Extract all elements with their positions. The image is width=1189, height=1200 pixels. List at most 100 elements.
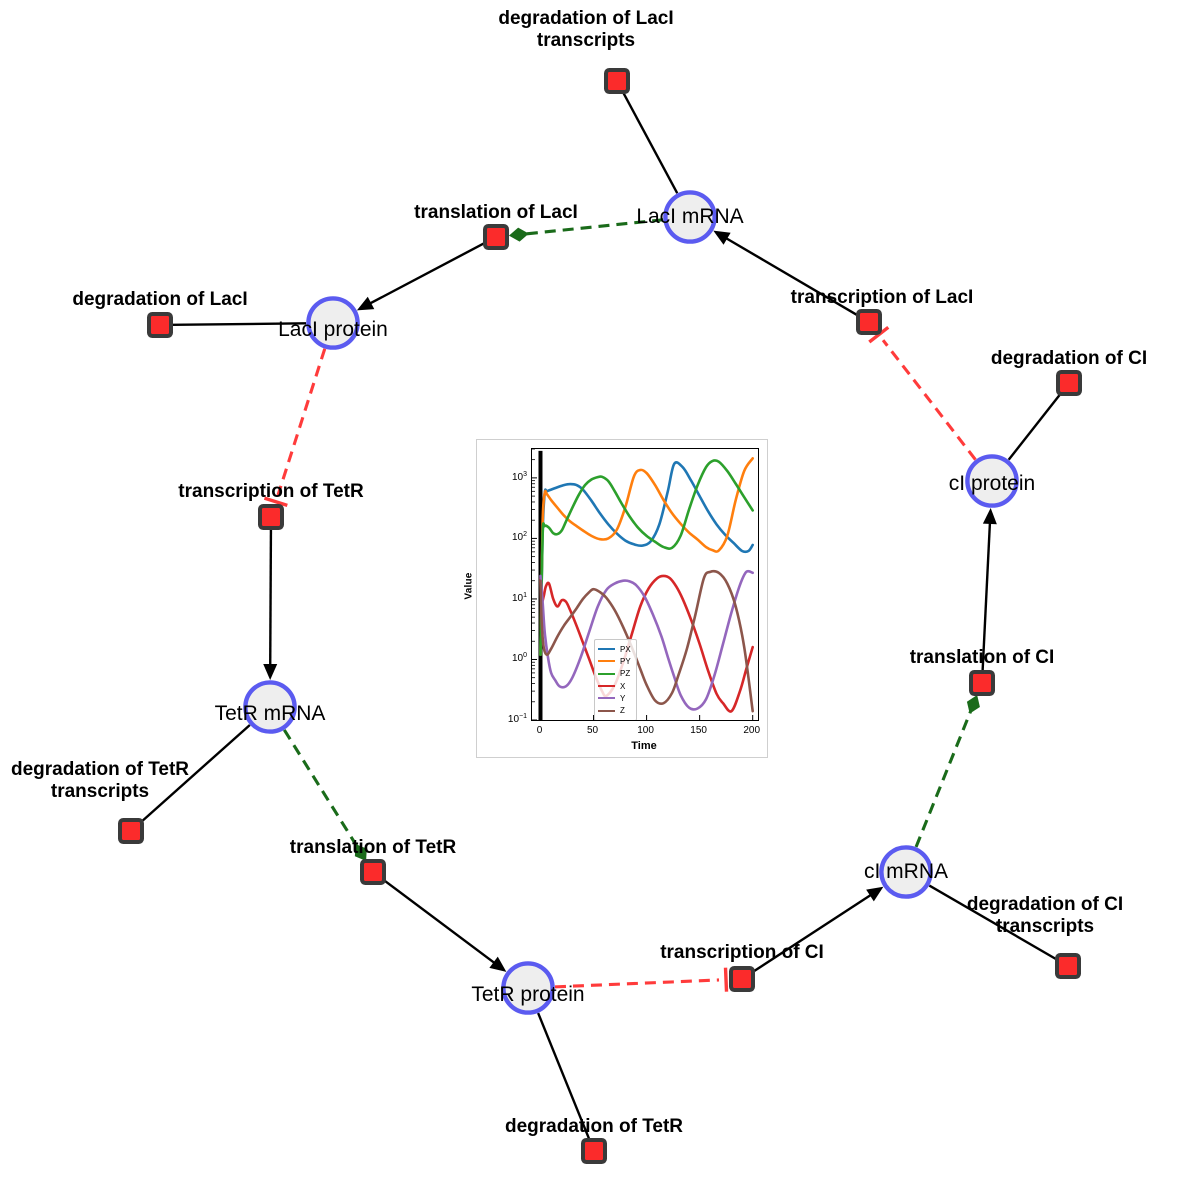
legend-swatch-PX xyxy=(598,648,615,651)
reaction-node-deg_tetr_transcripts[interactable] xyxy=(118,818,144,844)
legend-label-PZ: PZ xyxy=(620,669,631,679)
legend-swatch-Z xyxy=(598,709,615,712)
reaction-node-deg_laci_transcripts[interactable] xyxy=(604,68,630,94)
reaction-node-deg_tetr[interactable] xyxy=(581,1138,607,1164)
arrowhead-diamond xyxy=(966,695,980,714)
edge-modifier xyxy=(520,218,664,236)
edge-inhibition xyxy=(881,339,977,461)
species-node-tetr_mrna[interactable] xyxy=(243,680,297,734)
legend-label-PX: PX xyxy=(620,644,631,654)
reaction-label-deg_laci_transcripts: degradation of LacI transcripts xyxy=(498,8,674,51)
x-tick-label: 50 xyxy=(586,725,599,736)
species-label-laci_mrna: LacI mRNA xyxy=(636,205,744,228)
species-node-ci_mrna[interactable] xyxy=(879,845,933,899)
species-node-laci_mrna[interactable] xyxy=(663,190,717,244)
edge-substrate xyxy=(928,884,1058,961)
x-tick-label: 0 xyxy=(536,725,543,736)
arrowhead-tee xyxy=(723,967,729,992)
data-curves xyxy=(532,449,754,720)
reaction-label-deg_laci: degradation of LacI xyxy=(72,289,248,311)
legend-item-Y: Y xyxy=(598,692,631,704)
reaction-node-transcription_ci[interactable] xyxy=(729,966,755,992)
reaction-label-translation_ci: translation of CI xyxy=(909,647,1055,669)
edge-modifier xyxy=(282,729,362,852)
y-axis-ticks: 10−1 100 101 102 103 xyxy=(477,448,527,725)
reaction-label-transcription_ci: transcription of CI xyxy=(660,942,824,964)
arrowhead-triangle xyxy=(866,886,884,902)
arrowhead-triangle xyxy=(489,956,507,972)
arrowhead-diamond xyxy=(354,844,367,861)
legend-item-Z: Z xyxy=(598,704,631,716)
arrowhead-triangle xyxy=(982,507,997,525)
reaction-label-deg_tetr_transcripts: degradation of TetR transcripts xyxy=(10,759,190,802)
series-line-Y xyxy=(539,569,754,711)
species-node-laci_protein[interactable] xyxy=(306,296,360,350)
arrowhead-triangle xyxy=(263,663,278,681)
series-line-X xyxy=(539,574,754,713)
edge-substrate xyxy=(622,91,679,194)
species-label-ci_mrna: cI mRNA xyxy=(864,860,948,883)
legend-label-PY: PY xyxy=(620,656,631,666)
edge-layer xyxy=(139,91,1062,1140)
species-node-ci_protein[interactable] xyxy=(965,454,1019,508)
edge-product xyxy=(269,529,273,668)
edge-product xyxy=(382,878,497,965)
legend-label-Z: Z xyxy=(620,706,625,716)
reaction-node-translation_ci[interactable] xyxy=(969,670,995,696)
edge-modifier xyxy=(914,705,975,848)
legend-swatch-PZ xyxy=(598,672,615,675)
series-line-PX xyxy=(539,461,754,656)
legend-label-Y: Y xyxy=(620,693,626,703)
reaction-label-deg_ci: degradation of CI xyxy=(990,348,1148,370)
edge-product xyxy=(723,236,859,317)
edge-product xyxy=(367,242,486,306)
arrowhead-triangle xyxy=(713,230,731,245)
reaction-node-transcription_tetr[interactable] xyxy=(258,504,284,530)
edge-substrate xyxy=(1007,392,1062,461)
timecourse-inset-plot: 10−1 100 101 102 103 Value PX PY PZ X Y Z 0 50 100 1… xyxy=(464,439,768,758)
species-label-laci_protein: LacI protein xyxy=(278,318,388,341)
species-label-tetr_protein: TetR protein xyxy=(471,983,585,1006)
y-axis-label: Value xyxy=(463,572,475,600)
y-tick-label: 101 xyxy=(511,591,527,605)
x-tick-label: 100 xyxy=(637,725,654,736)
reaction-node-deg_ci[interactable] xyxy=(1056,370,1082,396)
plot-area: PX PY PZ X Y Z xyxy=(531,448,759,721)
y-tick-label: 102 xyxy=(511,531,527,544)
legend-swatch-PY xyxy=(598,660,615,663)
arrowhead-triangle xyxy=(356,296,375,311)
node-layer xyxy=(118,68,1082,1164)
legend-item-X: X xyxy=(598,680,631,692)
x-tick-label: 200 xyxy=(743,725,761,736)
legend-item-PX: PX xyxy=(598,643,631,655)
legend-swatch-X xyxy=(598,684,615,688)
legend-item-PY: PY xyxy=(598,655,631,667)
reaction-label-transcription_tetr: transcription of TetR xyxy=(178,481,364,503)
edge-inhibition xyxy=(554,978,720,989)
species-label-tetr_mrna: TetR mRNA xyxy=(214,702,326,725)
reaction-label-deg_ci_transcripts: degradation of CI transcripts xyxy=(966,894,1124,937)
reaction-node-deg_ci_transcripts[interactable] xyxy=(1055,953,1081,979)
edge-product xyxy=(981,520,992,671)
y-tick-label: 103 xyxy=(511,470,527,484)
reaction-label-translation_laci: translation of LacI xyxy=(414,202,578,224)
legend-item-PZ: PZ xyxy=(598,668,631,680)
reaction-label-deg_tetr: degradation of TetR xyxy=(504,1116,684,1138)
reaction-node-transcription_laci[interactable] xyxy=(856,309,882,335)
reaction-node-translation_tetr[interactable] xyxy=(360,859,386,885)
x-axis-ticks: 0 50 100 150 200 xyxy=(531,721,761,739)
species-node-tetr_protein[interactable] xyxy=(501,961,555,1015)
edge-substrate xyxy=(537,1012,591,1140)
edge-product xyxy=(752,892,874,973)
legend-swatch-Y xyxy=(598,697,615,700)
reaction-node-translation_laci[interactable] xyxy=(483,224,509,250)
edge-substrate xyxy=(172,322,307,327)
edge-inhibition xyxy=(276,348,327,496)
y-tick-label: 10−1 xyxy=(507,712,527,726)
reaction-node-deg_laci[interactable] xyxy=(147,312,173,338)
reaction-label-translation_tetr: translation of TetR xyxy=(289,837,457,859)
reaction-label-transcription_laci: transcription of LacI xyxy=(790,287,974,309)
y-tick-label: 100 xyxy=(511,652,527,665)
